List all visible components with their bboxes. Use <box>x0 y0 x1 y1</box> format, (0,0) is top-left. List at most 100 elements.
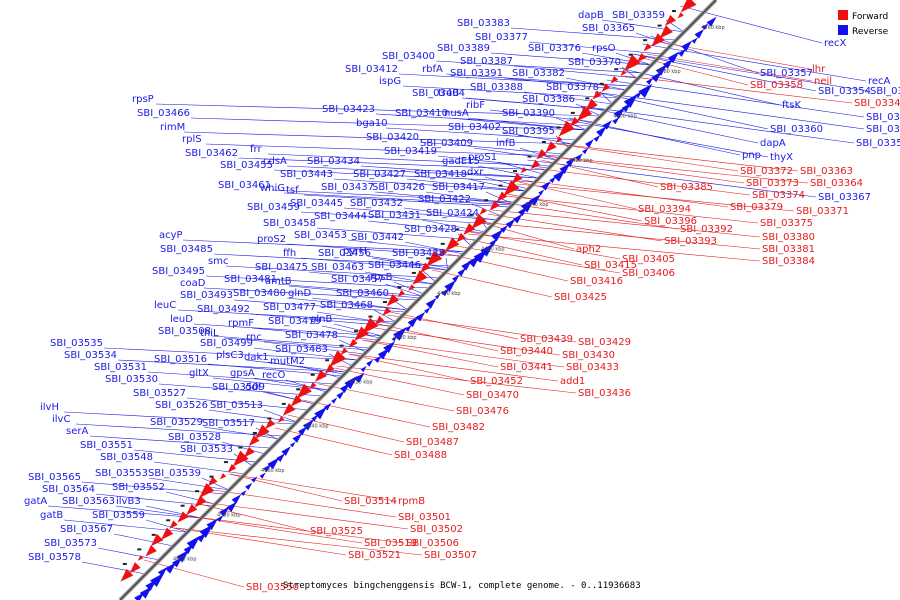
forward-gene-label[interactable]: SBI_03352 <box>866 124 900 135</box>
forward-gene-label[interactable]: thyX <box>770 152 793 163</box>
forward-gene-label[interactable]: SBI_03371 <box>796 206 849 217</box>
reverse-gene-label[interactable]: SBI_03458 <box>263 218 316 229</box>
reverse-gene-label[interactable]: pyrH <box>343 246 367 257</box>
reverse-gene-label[interactable]: SBI_03390 <box>502 108 555 119</box>
reverse-gene-label[interactable]: tsf <box>286 185 299 196</box>
reverse-gene-label[interactable]: SBI_03387 <box>460 56 513 67</box>
reverse-gene-label[interactable]: SBI_03370 <box>568 57 621 68</box>
reverse-gene-label[interactable]: plsC3 <box>216 350 244 361</box>
reverse-gene-label[interactable]: rpsP <box>132 94 154 105</box>
reverse-gene-label[interactable]: proS2 <box>257 234 286 245</box>
reverse-gene-label[interactable]: SBI_03527 <box>133 388 186 399</box>
forward-gene-label[interactable]: SBI_03396 <box>644 216 697 227</box>
reverse-gene-label[interactable]: SBI_03442 <box>351 232 404 243</box>
reverse-gene-label[interactable]: rnc <box>246 332 262 343</box>
reverse-gene-label[interactable]: SBI_03460 <box>336 288 389 299</box>
reverse-gene-label[interactable]: SBI_03418 <box>414 169 467 180</box>
reverse-gene-label[interactable]: SBI_03573 <box>44 538 97 549</box>
reverse-gene-label[interactable]: SBI_03531 <box>94 362 147 373</box>
forward-gene-label[interactable]: SBI_03502 <box>410 524 463 535</box>
forward-gene-label[interactable]: SBI_03507 <box>424 550 477 561</box>
reverse-gene-label[interactable]: SBI_03386 <box>522 94 575 105</box>
reverse-gene-label[interactable]: dak1 <box>244 352 269 363</box>
reverse-gene-label[interactable]: SBI_03559 <box>92 510 145 521</box>
forward-gene-label[interactable]: SBI_03394 <box>638 204 691 215</box>
forward-gene-label[interactable]: SBI_03372 <box>740 166 793 177</box>
reverse-gene-label[interactable]: thiL <box>200 328 219 339</box>
reverse-gene-label[interactable]: SBI_03359 <box>612 10 665 21</box>
reverse-gene-label[interactable]: SBI_03499 <box>200 338 253 349</box>
reverse-gene-label[interactable]: SBI_03480 <box>233 288 286 299</box>
forward-gene-label[interactable]: add1 <box>560 376 585 387</box>
reverse-gene-label[interactable]: gpsA <box>230 368 255 379</box>
reverse-gene-label[interactable]: SBI_03432 <box>350 198 403 209</box>
reverse-gene-label[interactable]: SBI_03483 <box>275 344 328 355</box>
reverse-gene-label[interactable]: mutM2 <box>270 356 305 367</box>
reverse-gene-label[interactable]: SBI_03463 <box>311 262 364 273</box>
reverse-gene-label[interactable]: ilvH <box>40 402 59 413</box>
forward-gene-label[interactable]: SBI_03393 <box>664 236 717 247</box>
forward-gene-label[interactable]: SBI_03415 <box>584 260 637 271</box>
reverse-gene-label[interactable]: SBI_03445 <box>290 198 343 209</box>
reverse-gene-label[interactable]: SBI_03481 <box>224 274 277 285</box>
reverse-gene-label[interactable]: SBI_03412 <box>345 64 398 75</box>
reverse-gene-label[interactable]: SBI_03428 <box>404 224 457 235</box>
reverse-gene-label[interactable]: SBI_03479 <box>268 316 321 327</box>
reverse-gene-label[interactable]: SBI_03466 <box>137 108 190 119</box>
reverse-gene-label[interactable]: SBI_03422 <box>418 194 471 205</box>
forward-gene-label[interactable]: SBI_03470 <box>466 390 519 401</box>
reverse-gene-label[interactable]: SBI_03548 <box>100 452 153 463</box>
reverse-gene-label[interactable]: smc <box>208 256 228 267</box>
forward-gene-label[interactable]: SBI_03384 <box>762 256 815 267</box>
forward-gene-label[interactable]: SBI_03436 <box>578 388 631 399</box>
reverse-gene-label[interactable]: SBI_03420 <box>366 132 419 143</box>
reverse-gene-label[interactable]: SBI_03478 <box>285 330 338 341</box>
forward-gene-label[interactable]: SBI_03406 <box>622 268 675 279</box>
reverse-gene-label[interactable]: SBI_03376 <box>528 43 581 54</box>
reverse-gene-label[interactable]: gltX <box>189 368 209 379</box>
reverse-gene-label[interactable]: proS1 <box>468 152 497 163</box>
reverse-gene-label[interactable]: SBI_03528 <box>168 432 221 443</box>
reverse-gene-label[interactable]: SBI_03535 <box>50 338 103 349</box>
reverse-gene-label[interactable]: SBI_03513 <box>210 400 263 411</box>
forward-gene-label[interactable]: lhr <box>812 64 826 75</box>
reverse-gene-label[interactable]: glnB <box>310 314 332 325</box>
reverse-gene-label[interactable]: SBI_03431 <box>368 210 421 221</box>
forward-gene-label[interactable]: SBI_03356 <box>856 138 900 149</box>
forward-gene-label[interactable]: SBI_03416 <box>570 276 623 287</box>
forward-gene-label[interactable]: SBI_03519 <box>364 538 417 549</box>
reverse-gene-label[interactable]: gatA <box>24 496 47 507</box>
forward-gene-label[interactable]: recA <box>868 76 891 87</box>
reverse-gene-label[interactable]: recO <box>262 370 286 381</box>
forward-gene-label[interactable]: SBI_03354 <box>818 86 871 97</box>
reverse-gene-label[interactable]: SBI_03530 <box>105 374 158 385</box>
reverse-gene-label[interactable]: ilvB3 <box>116 496 141 507</box>
reverse-gene-label[interactable]: SBI_03516 <box>154 354 207 365</box>
reverse-gene-label[interactable]: rplS <box>182 134 202 145</box>
forward-gene-label[interactable]: SBI_03525 <box>310 526 363 537</box>
forward-gene-label[interactable]: SBI_03476 <box>456 406 509 417</box>
forward-gene-label[interactable]: SBI_03357 <box>760 68 813 79</box>
reverse-gene-label[interactable]: glnD <box>288 288 311 299</box>
reverse-gene-label[interactable]: SBI_03493 <box>180 290 233 301</box>
reverse-gene-label[interactable]: SBI_03365 <box>582 23 635 34</box>
reverse-gene-label[interactable]: leuC <box>154 300 176 311</box>
reverse-gene-label[interactable]: SBI_03564 <box>42 484 95 495</box>
reverse-gene-label[interactable]: SBI_03508 <box>158 326 211 337</box>
reverse-gene-label[interactable]: SBI_03409 <box>420 138 473 149</box>
reverse-gene-label[interactable]: ribF <box>466 100 485 111</box>
forward-gene-label[interactable]: SBI_03521 <box>348 550 401 561</box>
forward-gene-label[interactable]: SBI_03358 <box>750 80 803 91</box>
reverse-gene-label[interactable]: SBI_03533 <box>180 444 233 455</box>
reverse-gene-label[interactable]: SBI_03443 <box>280 169 333 180</box>
reverse-gene-label[interactable]: SBI_03400 <box>382 51 435 62</box>
reverse-gene-label[interactable]: SBI_03578 <box>28 552 81 563</box>
forward-gene-label[interactable]: SBI_03452 <box>470 376 523 387</box>
forward-gene-label[interactable]: SBI_03550 <box>246 582 299 593</box>
reverse-gene-label[interactable]: rpsO <box>592 43 616 54</box>
reverse-gene-label[interactable]: SBI_03485 <box>160 244 213 255</box>
reverse-gene-label[interactable]: SBI_03382 <box>512 68 565 79</box>
forward-gene-label[interactable]: SBI_03364 <box>810 178 863 189</box>
reverse-gene-label[interactable]: ddl <box>245 382 260 393</box>
reverse-gene-label[interactable]: SBI_03434 <box>307 156 360 167</box>
